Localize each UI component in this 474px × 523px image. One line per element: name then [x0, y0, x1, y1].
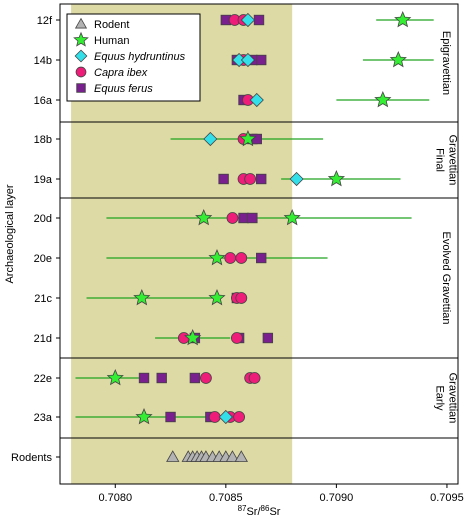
marker-square [156, 372, 167, 384]
marker-square [253, 14, 265, 26]
marker-square [189, 372, 201, 384]
marker-star [135, 407, 153, 425]
marker-diamond [218, 409, 233, 425]
legend: Rodent Human Equus hydruntinus Capra ibex Eq… [66, 13, 201, 102]
marker-triangle [166, 450, 180, 462]
period-label: Early [434, 385, 446, 411]
period-label: Gravettian [447, 135, 459, 186]
marker-star [389, 50, 407, 68]
marker-square [256, 54, 267, 66]
legend-label: Capra ibex [94, 67, 148, 79]
x-tick-label: 0.7085 [209, 492, 243, 504]
marker-triangle [225, 450, 240, 462]
marker-square [238, 212, 249, 224]
y-axis-title: Archaeological layer [4, 184, 16, 283]
legend-marker-star [73, 31, 89, 47]
marker-diamond [240, 12, 256, 28]
marker-circle [233, 411, 246, 423]
marker-star [208, 288, 226, 306]
y-tick-label: 14b [34, 55, 52, 67]
marker-circle [244, 173, 257, 185]
marker-star [195, 208, 213, 226]
period-label: Gravettian [447, 373, 459, 424]
y-tick-label: 18b [34, 134, 52, 146]
marker-circle [248, 372, 261, 384]
y-tick-label: 23a [34, 412, 53, 424]
legend-marker-square [76, 83, 86, 93]
marker-circle [208, 411, 221, 423]
axes-layer: 12f 14b 16a 18b 19a 20d 20e 21c 21d 22e 23a Rodents… [4, 15, 464, 518]
marker-square [247, 212, 258, 224]
marker-diamond [203, 131, 218, 147]
marker-star [394, 10, 412, 28]
y-tick-label: 20d [34, 213, 52, 225]
marker-triangle [234, 450, 249, 462]
legend-label: Rodent [94, 19, 129, 31]
marker-square [256, 252, 267, 264]
legend-label: Equus hydruntinus [94, 51, 186, 63]
y-tick-label: 12f [37, 15, 53, 27]
y-tick-label: 21d [34, 333, 52, 345]
marker-star [208, 248, 226, 266]
x-tick-label: 0.7080 [98, 492, 132, 504]
marker-circle [200, 372, 212, 384]
markers-layer [106, 10, 412, 462]
legend-marker-diamond [74, 49, 88, 63]
marker-diamond [289, 171, 304, 187]
marker-square [251, 133, 262, 145]
plot-frame [59, 3, 459, 485]
y-tick-label: 22e [34, 373, 52, 385]
marker-star [283, 208, 301, 226]
marker-star [106, 368, 124, 386]
period-label: Epigravettian [440, 31, 452, 95]
legend-marker-triangle [74, 17, 88, 29]
marker-star [184, 328, 202, 346]
y-tick-label: 19a [34, 174, 53, 186]
legend-label: Equus ferus [94, 83, 153, 95]
marker-square [138, 372, 150, 384]
legend-marker-circle [75, 66, 87, 78]
marker-diamond [240, 52, 256, 68]
x-tick-label: 0.7095 [430, 492, 464, 504]
legend-label: Human [94, 35, 129, 47]
marker-circle [226, 212, 239, 224]
period-label: Final [434, 148, 446, 172]
legend-box [66, 13, 201, 102]
marker-square [165, 411, 176, 423]
marker-circle [235, 252, 248, 264]
y-tick-label: Rodents [11, 452, 52, 464]
y-tick-label: 16a [34, 95, 53, 107]
marker-star [133, 288, 151, 306]
x-axis-title: 87Sr/86Sr [238, 504, 281, 518]
marker-star [239, 129, 257, 147]
y-tick-label: 20e [34, 253, 52, 265]
period-label: Evolved Gravettian [440, 232, 452, 325]
marker-star [327, 169, 345, 187]
x-tick-label: 0.7090 [320, 492, 354, 504]
plot-frame-layer [59, 3, 459, 485]
marker-circle [235, 292, 248, 304]
marker-circle [224, 252, 237, 264]
marker-square [218, 173, 229, 185]
marker-circle [230, 332, 243, 344]
marker-square [262, 332, 274, 344]
marker-square [256, 173, 267, 185]
marker-diamond [249, 92, 264, 108]
marker-star [374, 90, 392, 108]
y-tick-label: 21c [34, 293, 52, 305]
